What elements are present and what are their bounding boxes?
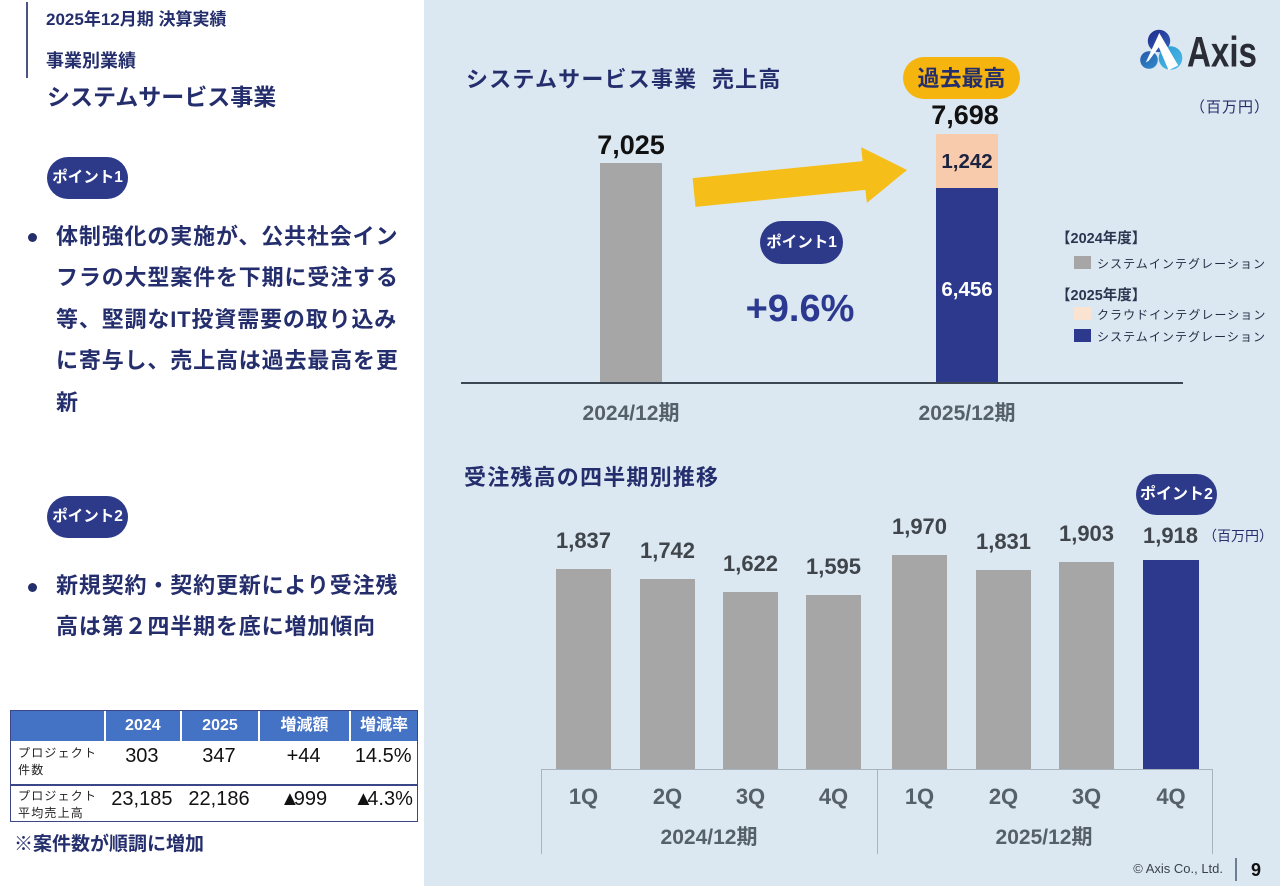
svg-text:Axis: Axis <box>1187 29 1257 73</box>
